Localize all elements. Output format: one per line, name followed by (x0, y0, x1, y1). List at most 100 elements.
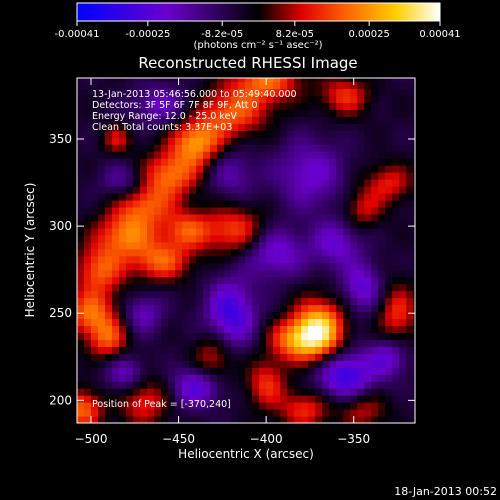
heatmap-cell (322, 311, 330, 320)
heatmap-cell (301, 144, 309, 152)
heatmap-cell (329, 179, 337, 187)
heatmap-cell (308, 332, 316, 340)
heatmap-cell (252, 381, 260, 389)
heatmap-cell (336, 346, 344, 354)
heatmap-cell (168, 388, 176, 396)
heatmap-cell (336, 123, 344, 131)
heatmap-cell (238, 179, 246, 187)
heatmap-cell (371, 304, 379, 313)
heatmap-cell (399, 206, 407, 215)
heatmap-cell (168, 81, 176, 90)
heatmap-cell (322, 353, 330, 361)
heatmap-cell (308, 206, 316, 215)
heatmap-cell (350, 109, 358, 117)
heatmap-cell (399, 172, 407, 180)
heatmap-cell (294, 339, 302, 347)
heatmap-cell (98, 102, 106, 110)
heatmap-cell (217, 395, 225, 403)
heatmap-cell (119, 283, 127, 292)
heatmap-cell (203, 102, 211, 110)
heatmap-cell (385, 248, 393, 257)
heatmap-cell (245, 81, 253, 90)
heatmap-cell (217, 206, 225, 215)
heatmap-cell (77, 81, 85, 90)
heatmap-cell (378, 186, 386, 194)
heatmap-cell (385, 255, 393, 264)
heatmap-cell (77, 290, 85, 299)
heatmap-cell (217, 102, 225, 110)
heatmap-cell (252, 165, 260, 173)
heatmap-cell (189, 374, 197, 382)
heatmap-cell (189, 311, 197, 320)
heatmap-cell (196, 172, 204, 180)
heatmap-cell (385, 311, 393, 320)
heatmap-cell (217, 255, 225, 264)
heatmap-cell (287, 158, 295, 166)
heatmap-cell (210, 395, 218, 403)
heatmap-cell (210, 241, 218, 250)
heatmap-cell (98, 151, 106, 159)
heatmap-cell (336, 227, 344, 236)
heatmap-cell (287, 116, 295, 124)
heatmap-cell (280, 311, 288, 320)
heatmap-cell (399, 88, 407, 97)
heatmap-cell (322, 172, 330, 180)
heatmap-cell (322, 346, 330, 354)
heatmap-cell (133, 367, 141, 375)
heatmap-cell (315, 78, 323, 83)
heatmap-cell (161, 290, 169, 299)
heatmap-cell (84, 123, 92, 131)
heatmap-cell (224, 179, 232, 187)
heatmap-cell (105, 402, 113, 410)
heatmap-cell (126, 95, 134, 103)
heatmap-cell (154, 227, 162, 236)
heatmap-cell (287, 276, 295, 285)
heatmap-cell (231, 179, 239, 187)
heatmap-cell (105, 88, 113, 97)
heatmap-cell (392, 269, 400, 278)
heatmap-cell (357, 186, 365, 194)
heatmap-cell (357, 332, 365, 340)
heatmap-cell (315, 381, 323, 389)
heatmap-cell (259, 304, 267, 313)
heatmap-cell (84, 318, 92, 327)
heatmap-cell (161, 269, 169, 278)
heatmap-cell (161, 158, 169, 166)
heatmap-cell (147, 213, 155, 222)
heatmap-cell (210, 339, 218, 347)
heatmap-cell (119, 409, 127, 417)
heatmap-cell (217, 339, 225, 347)
heatmap-cell (273, 220, 281, 229)
heatmap-cell (175, 81, 183, 90)
heatmap-cell (140, 283, 148, 292)
heatmap-cell (231, 102, 239, 110)
heatmap-cell (245, 381, 253, 389)
heatmap-cell (371, 227, 379, 236)
heatmap-cell (245, 409, 253, 417)
heatmap-cell (182, 179, 190, 187)
heatmap-cell (196, 165, 204, 173)
heatmap-cell (245, 360, 253, 368)
heatmap-cell (217, 78, 225, 83)
heatmap-cell (301, 88, 309, 97)
heatmap-cell (322, 116, 330, 124)
heatmap-cell (133, 179, 141, 187)
heatmap-cell (203, 416, 211, 423)
heatmap-cell (126, 206, 134, 215)
heatmap-cell (392, 311, 400, 320)
heatmap-cell (301, 109, 309, 117)
heatmap-cell (238, 416, 246, 423)
heatmap-cell (385, 102, 393, 110)
heatmap-cell (350, 409, 358, 417)
heatmap-cell (84, 395, 92, 403)
heatmap-cell (84, 213, 92, 222)
heatmap-cell (203, 241, 211, 250)
heatmap-cell (280, 360, 288, 368)
heatmap-cell (294, 165, 302, 173)
heatmap-cell (329, 241, 337, 250)
heatmap-cell (91, 325, 99, 333)
heatmap-cell (154, 409, 162, 417)
heatmap-cell (217, 227, 225, 236)
heatmap-cell (315, 220, 323, 229)
heatmap-cell (336, 234, 344, 243)
